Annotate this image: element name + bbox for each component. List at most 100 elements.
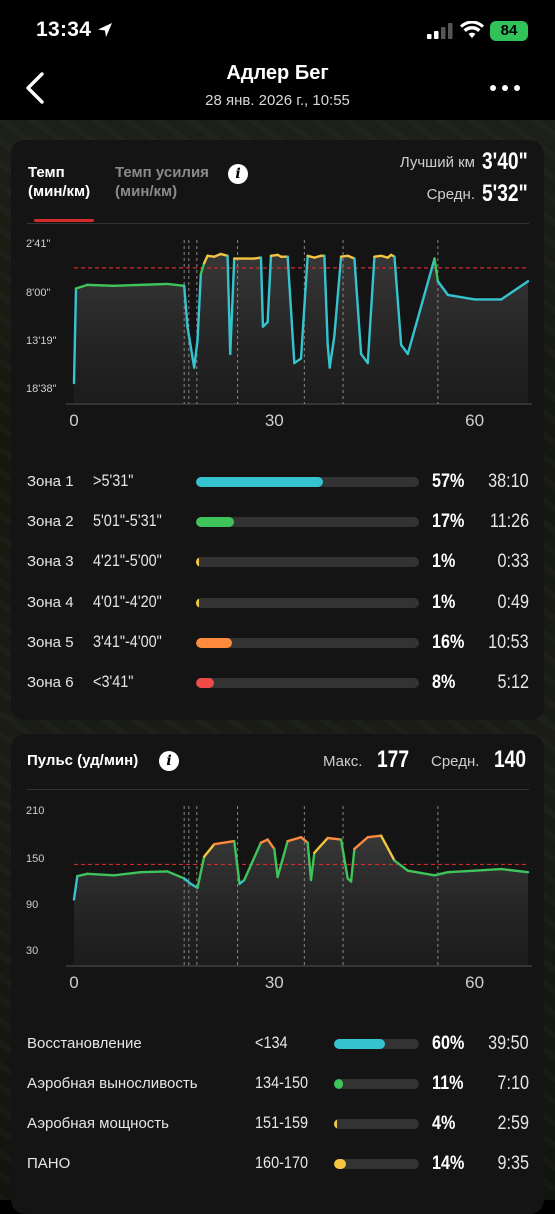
status-time: 13:34 <box>36 18 92 41</box>
zone-progress-fill <box>196 678 214 688</box>
series-line-segment <box>446 293 476 301</box>
hr-avg-label: Средн. <box>431 753 480 770</box>
pace-zone-row: Зона 5 3'41"-4'00" 16% 10:53 <box>27 631 529 655</box>
series-line-segment <box>166 870 186 880</box>
hr-zone-row: Восстановление <134 60% 39:50 <box>27 1032 529 1056</box>
series-line-segment <box>112 871 142 877</box>
hr-max-value: 177 <box>377 746 410 773</box>
more-options-button[interactable] <box>488 78 522 98</box>
series-line-segment <box>259 256 265 328</box>
zone-range: 160-170 <box>255 1153 309 1172</box>
pace-zone-row: Зона 3 4'21"-5'00" 1% 0:33 <box>27 550 529 574</box>
zone-percent: 14% <box>432 1153 465 1174</box>
zone-progress-fill <box>334 1159 346 1169</box>
series-line-segment <box>166 282 186 287</box>
series-line-segment <box>446 869 476 874</box>
pace-zone-row: Зона 6 <3'41" 8% 5:12 <box>27 671 529 695</box>
zone-progress-fill <box>334 1119 338 1129</box>
x-tick-label: 0 <box>69 411 78 430</box>
zone-progress-bar <box>196 477 419 487</box>
info-icon[interactable]: i <box>159 751 179 771</box>
zone-range: 5'01"-5'31" <box>93 511 162 531</box>
hr-zone-row: Аэробная выносливость 134-150 11% 7:10 <box>27 1072 529 1096</box>
heart-rate-card <box>11 734 544 1214</box>
best-km-label: Лучший км <box>399 154 475 171</box>
series-line-segment <box>199 261 206 276</box>
series-line-segment <box>433 871 450 877</box>
series-line-segment <box>393 859 410 872</box>
zone-time: 7:10 <box>497 1073 529 1094</box>
series-line-segment <box>213 252 223 258</box>
series-line-segment <box>229 257 236 356</box>
zone-label: Зона 1 <box>27 473 74 490</box>
pace-chart: 2'41" 8'00" 13'19" 18'38" 0 30 60 <box>22 232 532 442</box>
zone-time: 9:35 <box>497 1153 529 1174</box>
series-line-segment <box>259 838 269 844</box>
zone-range: 151-159 <box>255 1113 309 1132</box>
divider <box>27 223 529 224</box>
pace-zone-row: Зона 1 >5'31" 57% 38:10 <box>27 470 529 494</box>
y-tick-label: 30 <box>26 945 38 957</box>
pace-chart-svg: 2'41" 8'00" 13'19" 18'38" 0 30 60 <box>26 238 532 430</box>
hr-zone-row: ПАНО 160-170 14% 9:35 <box>27 1152 529 1176</box>
series-line-segment <box>243 841 263 882</box>
zone-time: 5:12 <box>497 672 529 693</box>
hr-max-label: Макс. <box>323 753 363 770</box>
pace-card <box>11 140 544 720</box>
zone-time: 38:10 <box>488 471 529 492</box>
series-line-segment <box>72 287 78 385</box>
zone-label: Зона 4 <box>27 593 74 611</box>
series-line-segment <box>86 283 116 287</box>
zone-range: >5'31" <box>93 471 134 490</box>
zone-range: 134-150 <box>255 1073 309 1092</box>
zone-range: <134 <box>255 1033 288 1052</box>
zone-progress-bar <box>196 517 419 528</box>
hr-zone-row: Аэробная мощность 151-159 4% 2:59 <box>27 1112 529 1136</box>
series-line-segment <box>306 841 313 882</box>
page-title: Адлер Бег <box>226 62 329 84</box>
tab-effort-pace[interactable]: Темп усилия (мин/км) <box>115 164 209 200</box>
back-button[interactable] <box>22 70 52 106</box>
x-tick-label: 30 <box>265 411 284 430</box>
zone-range: 4'01"-4'20" <box>93 591 162 611</box>
series-line-segment <box>182 877 193 886</box>
zone-progress-bar <box>334 1039 419 1049</box>
series-line-segment <box>299 836 309 844</box>
series-line-segment <box>139 870 169 874</box>
heart-rate-chart-svg: 210 150 90 30 0 30 60 <box>26 805 532 992</box>
series-line-segment <box>339 838 349 880</box>
zone-progress-fill <box>196 637 232 648</box>
zone-label: Аэробная мощность <box>27 1115 169 1132</box>
zone-progress-bar <box>196 637 419 648</box>
series-line-segment <box>359 352 369 365</box>
y-tick-label: 90 <box>26 899 38 911</box>
avg-pace-value: 5'32" <box>482 180 528 207</box>
series-line-segment <box>192 339 199 369</box>
zone-progress-fill <box>196 597 200 608</box>
zone-percent: 4% <box>432 1113 456 1134</box>
info-icon[interactable]: i <box>228 164 248 184</box>
zone-time: 2:59 <box>497 1113 529 1134</box>
zone-label: Аэробная выносливость <box>27 1075 198 1092</box>
y-tick-label: 8'00" <box>26 287 50 299</box>
zone-progress-fill <box>334 1079 344 1089</box>
zone-progress-bar <box>196 597 419 608</box>
pace-zone-row: Зона 2 5'01"-5'31" 17% 11:26 <box>27 510 529 534</box>
cellular-signal-icon <box>427 23 453 39</box>
best-km-value: 3'40" <box>482 148 528 175</box>
zone-progress-fill <box>196 557 200 568</box>
zone-progress-bar <box>196 678 419 688</box>
zone-label: Зона 5 <box>27 633 74 651</box>
series-line-segment <box>189 882 199 889</box>
divider <box>27 789 529 790</box>
location-arrow-icon <box>98 23 112 37</box>
series-line-segment <box>233 839 241 886</box>
series-line-segment <box>112 283 142 287</box>
series-line-segment <box>139 282 169 287</box>
series-line-segment <box>333 255 343 337</box>
series-line-segment <box>353 257 363 356</box>
zone-percent: 16% <box>432 631 465 653</box>
y-tick-label: 18'38" <box>26 383 57 395</box>
tab-pace[interactable]: Темп (мин/км) <box>28 164 91 200</box>
series-line-segment <box>500 867 530 874</box>
